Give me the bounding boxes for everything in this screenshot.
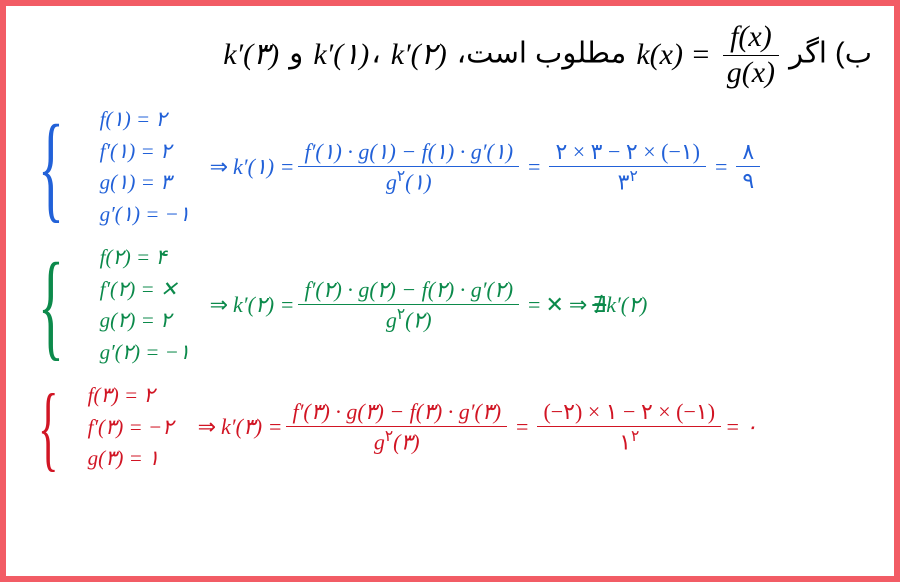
- lhs: k′(۱) =: [233, 154, 294, 180]
- implies-icon: ⇒: [193, 414, 221, 440]
- final-answer: ۸ ۹: [736, 138, 760, 195]
- x-mark-icon: ✕: [160, 274, 178, 306]
- brace-icon: {: [38, 242, 64, 368]
- given: f(۱) = ۲: [100, 104, 205, 136]
- given: f(۲) = ۴: [100, 242, 205, 274]
- implies-icon: ⇒: [205, 154, 233, 180]
- not-exists-icon: ∄: [592, 292, 606, 318]
- q-k3: k′(۳): [221, 38, 281, 71]
- numeric-step: ۲ × ۳ − ۲ × (−۱) ۳۲: [549, 138, 706, 197]
- implies-icon: ⇒: [564, 292, 592, 318]
- given: g(۱) = ۳: [100, 167, 205, 199]
- derivation-1: ⇒ k′(۱) = f′(۱) · g(۱) − f(۱) · g′(۱) g۲…: [205, 138, 765, 197]
- given: f′(۲) = ✕: [100, 274, 205, 306]
- given: g′(۱) = −۱: [100, 199, 205, 231]
- q-lhs: k(x) =: [634, 38, 712, 71]
- q-sep1: ،: [371, 38, 380, 70]
- q-k1: k′(۱): [311, 38, 371, 71]
- numeric-step: (−۲) × ۱ − ۲ × (−۱) ۱۲: [537, 398, 721, 457]
- given: f′(۱) = ۲: [100, 136, 205, 168]
- question-line: ب) اگر k(x) = f(x) g(x) مطلوب است، k′(۱)…: [28, 20, 872, 90]
- givens-1: f(۱) = ۲ f′(۱) = ۲ g(۱) = ۳ g′(۱) = −۱: [100, 104, 205, 230]
- givens-3: f(۳) = ۲ f′(۳) = −۲ g(۳) = ۱: [88, 380, 193, 475]
- lhs: k′(۳) =: [221, 414, 282, 440]
- q-frac-den: g(x): [723, 56, 779, 91]
- q-k2: k′(۲): [389, 38, 449, 71]
- givens-2: f(۲) = ۴ f′(۲) = ✕ g(۲) = ۲ g′(۲) = −۱: [100, 242, 205, 368]
- den-exp: g۲(۱): [380, 167, 438, 197]
- solution-block-3: { f(۳) = ۲ f′(۳) = −۲ g(۳) = ۱ ⇒ k′(۳) =…: [38, 380, 872, 475]
- given: g(۳) = ۱: [88, 443, 193, 475]
- tail-expr: k′(۲): [606, 292, 647, 318]
- solution-block-2: { f(۲) = ۴ f′(۲) = ✕ g(۲) = ۲ g′(۲) = −۱…: [38, 242, 872, 368]
- quotient-formula: f′(۳) · g(۳) − f(۳) · g′(۳) g۲(۳): [286, 398, 507, 457]
- given: f′(۳) = −۲: [88, 412, 193, 444]
- x-mark-icon: ✕: [545, 292, 563, 318]
- given: f(۳) = ۲: [88, 380, 193, 412]
- q-lead: ب) اگر: [789, 38, 872, 70]
- solution-block-1: { f(۱) = ۲ f′(۱) = ۲ g(۱) = ۳ g′(۱) = −۱…: [38, 104, 872, 230]
- final-answer: = ۰: [725, 414, 757, 440]
- implies-icon: ⇒: [205, 292, 233, 318]
- card-frame: ب) اگر k(x) = f(x) g(x) مطلوب است، k′(۱)…: [0, 0, 900, 582]
- q-sep2: و: [289, 38, 303, 70]
- brace-icon: {: [38, 104, 64, 230]
- quotient-formula: f′(۲) · g(۲) − f(۲) · g′(۲) g۲(۲): [298, 276, 519, 335]
- q-fraction: f(x) g(x): [721, 20, 781, 90]
- given: g′(۲) = −۱: [100, 337, 205, 369]
- derivation-3: ⇒ k′(۳) = f′(۳) · g(۳) − f(۳) · g′(۳) g۲…: [193, 398, 758, 457]
- given: g(۲) = ۲: [100, 305, 205, 337]
- q-frac-num: f(x): [723, 20, 779, 56]
- lhs: k′(۲) =: [233, 292, 294, 318]
- quotient-formula: f′(۱) · g(۱) − f(۱) · g′(۱) g۲(۱): [298, 138, 519, 197]
- q-mid: مطلوب است،: [457, 38, 626, 70]
- derivation-2: ⇒ k′(۲) = f′(۲) · g(۲) − f(۲) · g′(۲) g۲…: [205, 276, 648, 335]
- brace-icon: {: [38, 380, 59, 475]
